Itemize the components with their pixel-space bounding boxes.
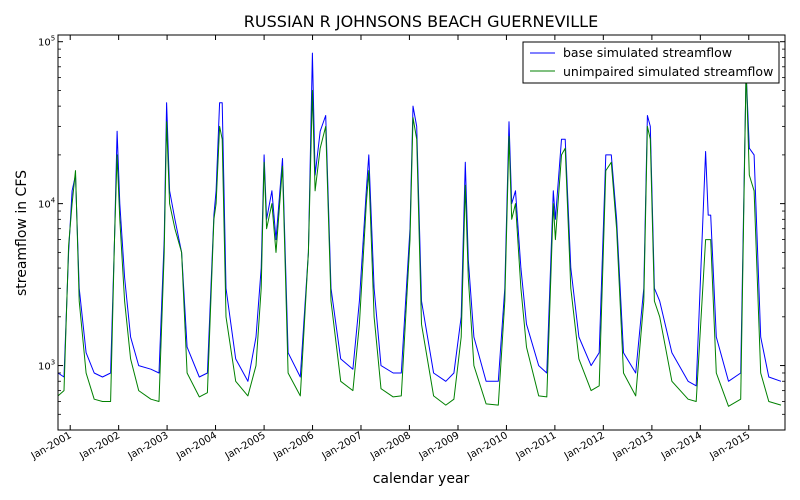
series-line-1 bbox=[57, 68, 782, 407]
x-tick-label-4: Jan-2005 bbox=[223, 430, 268, 462]
legend-label-base: base simulated streamflow bbox=[563, 45, 732, 60]
x-tick-label-7: Jan-2008 bbox=[368, 430, 413, 462]
chart-title: RUSSIAN R JOHNSONS BEACH GUERNEVILLE bbox=[244, 12, 598, 31]
x-tick-label-5: Jan-2006 bbox=[271, 430, 316, 462]
x-tick-label-6: Jan-2007 bbox=[320, 430, 365, 462]
x-tick-label-14: Jan-2015 bbox=[707, 430, 752, 462]
legend-label-unimpaired: unimpaired simulated streamflow bbox=[563, 64, 773, 79]
x-tick-label-0: Jan-2001 bbox=[29, 430, 74, 462]
x-tick-label-8: Jan-2009 bbox=[417, 430, 462, 462]
y-tick-label-0: 103 bbox=[38, 359, 55, 373]
x-axis-label: calendar year bbox=[373, 471, 470, 487]
x-tick-label-10: Jan-2011 bbox=[513, 430, 558, 462]
x-tick-label-13: Jan-2014 bbox=[659, 430, 704, 462]
series-layer bbox=[57, 52, 782, 407]
y-tick-label-1: 104 bbox=[38, 197, 56, 211]
y-axis-label: streamflow in CFS bbox=[14, 170, 30, 296]
legend-box bbox=[522, 41, 780, 84]
x-tick-label-2: Jan-2003 bbox=[126, 430, 171, 462]
x-tick-label-12: Jan-2013 bbox=[610, 430, 655, 462]
y-tick-label-2: 105 bbox=[38, 35, 55, 49]
x-tick-label-9: Jan-2010 bbox=[465, 430, 510, 462]
x-tick-label-1: Jan-2002 bbox=[77, 430, 122, 462]
plot-area-frame bbox=[57, 34, 786, 431]
series-line-0 bbox=[57, 52, 782, 387]
x-tick-label-3: Jan-2004 bbox=[174, 430, 219, 462]
legend: base simulated streamflow unimpaired sim… bbox=[522, 41, 780, 84]
x-tick-label-11: Jan-2012 bbox=[562, 430, 607, 462]
